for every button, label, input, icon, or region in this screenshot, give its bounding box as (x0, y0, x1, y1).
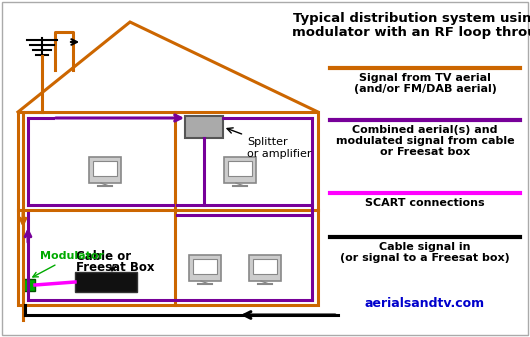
Text: (and/or FM/DAB aerial): (and/or FM/DAB aerial) (354, 84, 497, 94)
Bar (224, 157, 256, 183)
Text: Splitter
or amplifier: Splitter or amplifier (227, 128, 312, 159)
Text: Cable signal in: Cable signal in (379, 242, 471, 252)
Bar (189, 255, 221, 281)
Bar (23, 279, 35, 291)
Text: (or signal to a Freesat box): (or signal to a Freesat box) (340, 253, 510, 263)
Bar (193, 259, 217, 274)
Bar (253, 259, 277, 274)
Text: modulated signal from cable: modulated signal from cable (335, 136, 514, 146)
Text: Cable or: Cable or (76, 250, 131, 263)
Text: Signal from TV aerial: Signal from TV aerial (359, 73, 491, 83)
Text: SCART connections: SCART connections (365, 198, 485, 208)
Text: modulator with an RF loop through: modulator with an RF loop through (292, 26, 530, 39)
Text: Typical distribution system using a: Typical distribution system using a (293, 12, 530, 25)
Bar (249, 255, 281, 281)
Text: Modulator: Modulator (33, 251, 104, 277)
Text: or Freesat box: or Freesat box (380, 147, 470, 157)
Bar (228, 161, 252, 176)
Text: Combined aerial(s) and: Combined aerial(s) and (352, 125, 498, 135)
Bar (93, 161, 117, 176)
Text: aerialsandtv.com: aerialsandtv.com (365, 297, 485, 310)
Bar (89, 157, 121, 183)
Bar (75, 272, 137, 292)
Text: Freesat Box: Freesat Box (76, 261, 155, 274)
Bar (185, 116, 223, 138)
